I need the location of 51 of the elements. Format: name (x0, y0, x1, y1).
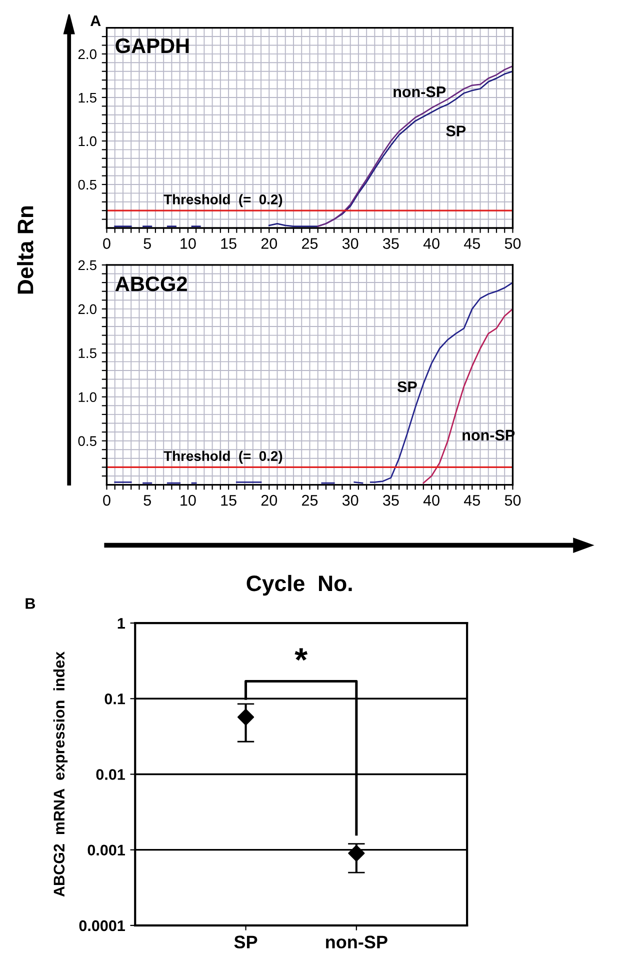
chart-title: GAPDH (116, 38, 189, 54)
text: B (26, 598, 36, 609)
y-tick-label: 2.0 (78, 304, 96, 314)
y-tick-label: 2.5 (78, 260, 96, 270)
x-tick-label: 10 (180, 238, 196, 249)
x-tick-label: 0 (103, 494, 110, 506)
series-label: non-SP (394, 86, 446, 98)
y-tick-label: 2.0 (78, 49, 96, 60)
series-label: SP (446, 126, 466, 136)
x-tick-label: 35 (383, 238, 399, 249)
x-tick-label: 45 (464, 238, 480, 249)
y-tick-label: 1.5 (78, 348, 96, 358)
y-tick-label: 1.5 (78, 92, 96, 103)
line-series (422, 308, 513, 484)
x-tick-label: 5 (144, 238, 151, 249)
y-tick-label: 1 (118, 618, 125, 629)
x-tick-label: 45 (464, 495, 480, 506)
x-tick-label: 0 (103, 238, 110, 249)
y-tick-label: 0.5 (78, 436, 96, 446)
y-tick-label: 1.0 (78, 392, 96, 402)
x-tick-label: 40 (423, 494, 440, 506)
x-tick-label: 30 (342, 238, 358, 249)
x-axis-title: Cycle No. (246, 574, 352, 596)
annotation: * (294, 648, 308, 661)
chart-title: ABCG2 (115, 276, 187, 292)
x-tick-label: 25 (302, 494, 318, 506)
x-tick-label: 20 (261, 494, 278, 506)
x-tick-label: 35 (383, 494, 399, 506)
x-tick-label: 15 (221, 495, 236, 506)
x-tick-label: 40 (423, 238, 440, 249)
y-axis-title: ABCG2 mRNA expression index (53, 652, 68, 897)
y-tick-label: 0.1 (104, 694, 125, 704)
x-tick-label: 25 (302, 238, 318, 249)
x-tick-label: 50 (504, 238, 521, 249)
x-tick-label: 20 (261, 238, 278, 249)
ref-line-label: Threshold (= 0.2) (164, 450, 282, 464)
line-series (317, 65, 513, 227)
y-tick-label: 0.0001 (79, 920, 125, 932)
ref-line-label: Threshold (= 0.2) (164, 194, 282, 208)
x-tick-label: 5 (144, 495, 151, 506)
y-tick-label: 0.01 (96, 769, 125, 780)
y-tick-label: 1.0 (78, 136, 96, 146)
text: A (90, 16, 101, 26)
y-tick-label: 0.5 (78, 180, 96, 190)
y-tick-label: 0.001 (88, 844, 125, 856)
series-label: SP (397, 381, 417, 392)
y-axis-title: Delta Rn (17, 206, 34, 294)
x-tick-label: 15 (221, 238, 236, 249)
x-tick-label: 10 (180, 494, 196, 506)
x-tick-label: 30 (342, 494, 358, 506)
x-tick-label: 50 (504, 494, 521, 506)
